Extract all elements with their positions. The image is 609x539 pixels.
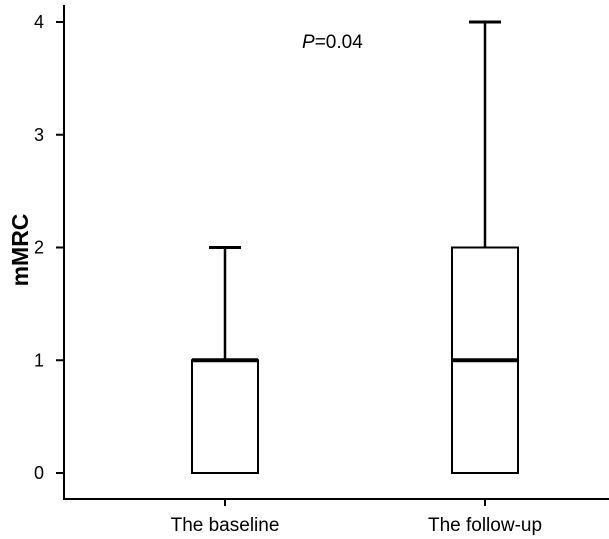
y-tick-label: 0 xyxy=(34,463,44,483)
y-axis-label: mMRC xyxy=(7,214,33,287)
y-ticks-group: 0 1 2 3 4 xyxy=(34,12,64,483)
box-1 xyxy=(191,246,259,474)
y-tick-label: 4 xyxy=(34,12,44,32)
y-tick-label: 1 xyxy=(34,350,44,370)
x-category-label: The baseline xyxy=(171,515,280,536)
box-iqr xyxy=(191,359,259,474)
x-category-label: The follow-up xyxy=(428,515,542,536)
p-value-text: =0.04 xyxy=(315,32,364,53)
y-tick-label: 2 xyxy=(34,238,44,258)
boxes-group xyxy=(191,20,519,474)
p-value-annotation: P=0.04 xyxy=(302,32,363,53)
box-2 xyxy=(451,20,519,474)
p-value-symbol: P xyxy=(302,32,315,53)
y-tick-label: 3 xyxy=(34,125,44,145)
x-ticks-group: The baseline The follow-up xyxy=(171,499,542,536)
